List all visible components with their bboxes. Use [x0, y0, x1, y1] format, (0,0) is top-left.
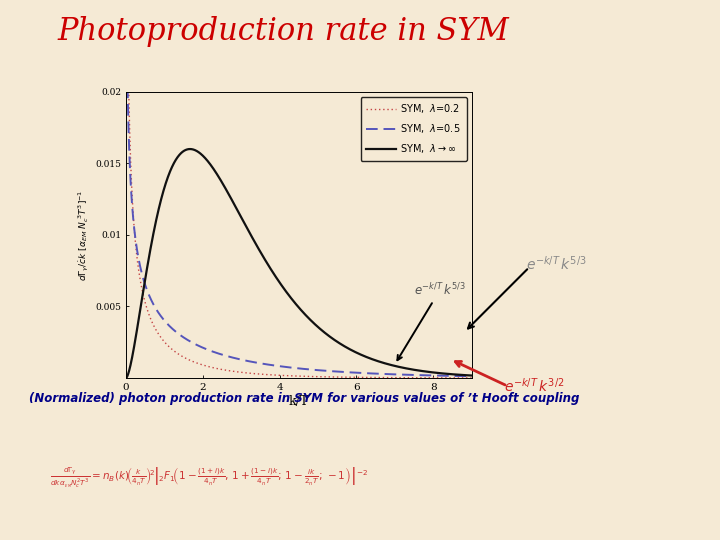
- Text: $e^{-k/T}\,k^{5/3}$: $e^{-k/T}\,k^{5/3}$: [397, 282, 466, 360]
- Y-axis label: $d\Gamma_\gamma / \dot{c}k\ [\alpha_{EM}\ N_c^{\ 3}T^3]^{-1}$: $d\Gamma_\gamma / \dot{c}k\ [\alpha_{EM}…: [76, 189, 91, 281]
- Text: $\frac{d\Gamma_\gamma}{dk\,\alpha_{_{EM}} N_c^2 T^3} = n_B(k)\!\left(\frac{k}{4_: $\frac{d\Gamma_\gamma}{dk\,\alpha_{_{EM}…: [50, 466, 369, 490]
- X-axis label: k/T: k/T: [289, 395, 309, 408]
- Legend: SYM,  $\lambda$=0.2, SYM,  $\lambda$=0.5, SYM,  $\lambda$$\rightarrow$$\infty$: SYM, $\lambda$=0.2, SYM, $\lambda$=0.5, …: [361, 97, 467, 161]
- Text: $e^{-k/T}\,k^{5/3}$: $e^{-k/T}\,k^{5/3}$: [526, 255, 586, 273]
- Text: Photoproduction rate in SYM: Photoproduction rate in SYM: [58, 16, 509, 47]
- Text: $e^{-k/T}\,k^{3/2}$: $e^{-k/T}\,k^{3/2}$: [504, 376, 564, 395]
- Text: (Normalized) photon production rate in SYM for various values of ’t Hooft coupli: (Normalized) photon production rate in S…: [29, 392, 579, 406]
